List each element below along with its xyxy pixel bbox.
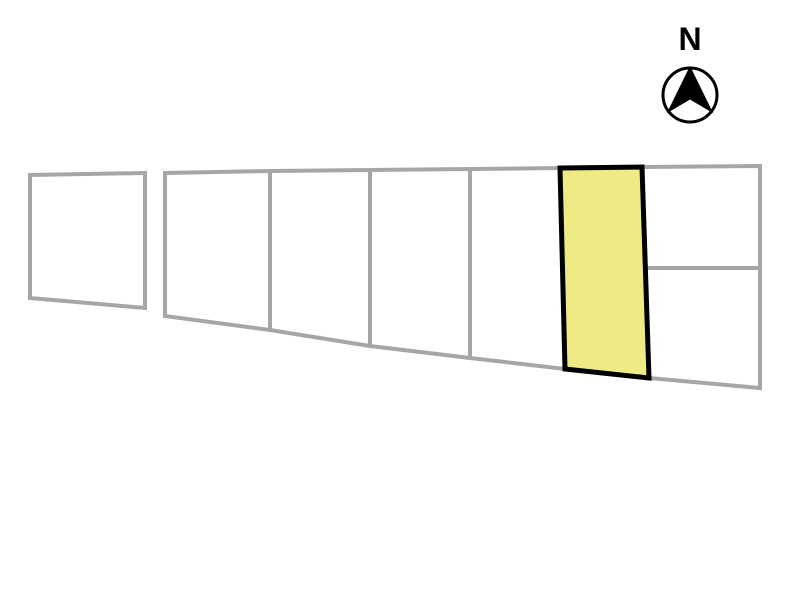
svg-text:N: N	[678, 21, 701, 57]
highlighted-lot	[560, 167, 649, 378]
